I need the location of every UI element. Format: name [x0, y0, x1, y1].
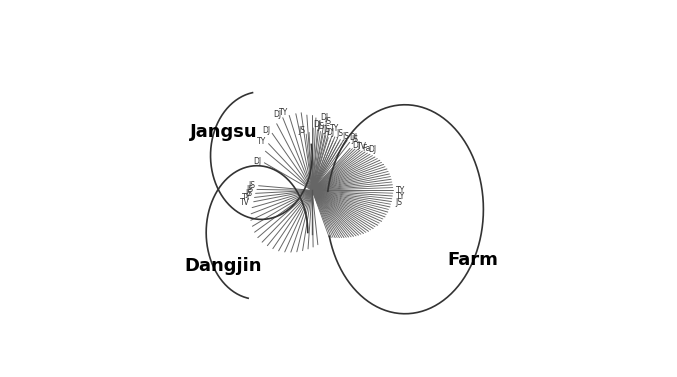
- Text: DJ: DJ: [274, 110, 282, 119]
- Text: JS: JS: [336, 129, 343, 138]
- Text: JS: JS: [248, 181, 255, 190]
- Text: TY: TY: [396, 186, 406, 195]
- Text: TY: TY: [242, 193, 251, 202]
- Text: JS: JS: [246, 185, 253, 194]
- Text: JS: JS: [324, 117, 331, 126]
- Text: Fa: Fa: [363, 144, 371, 153]
- Text: DJ: DJ: [349, 133, 357, 142]
- Text: Jangsu: Jangsu: [190, 123, 257, 141]
- Text: JS: JS: [299, 126, 306, 135]
- Text: DJ: DJ: [320, 113, 328, 122]
- Text: JS: JS: [245, 189, 252, 198]
- Text: DJ: DJ: [262, 126, 270, 135]
- Text: JS: JS: [318, 122, 325, 131]
- Text: TV: TV: [240, 198, 250, 207]
- Text: DJ: DJ: [313, 120, 322, 129]
- Text: JS: JS: [342, 132, 349, 141]
- Text: Farm: Farm: [447, 251, 499, 269]
- Text: DJ: DJ: [368, 146, 376, 155]
- Text: JS: JS: [324, 126, 331, 135]
- Text: TV: TV: [357, 142, 368, 151]
- Text: TY: TY: [330, 124, 339, 133]
- Text: DJ: DJ: [352, 141, 360, 150]
- Text: JS: JS: [395, 198, 402, 207]
- Text: TY: TY: [396, 192, 405, 201]
- Text: DJ: DJ: [253, 156, 261, 166]
- Text: JS: JS: [352, 135, 359, 144]
- Text: DJ: DJ: [327, 127, 335, 136]
- Text: Dangjin: Dangjin: [185, 257, 263, 275]
- Text: TY: TY: [257, 136, 266, 146]
- Text: TY: TY: [279, 107, 288, 116]
